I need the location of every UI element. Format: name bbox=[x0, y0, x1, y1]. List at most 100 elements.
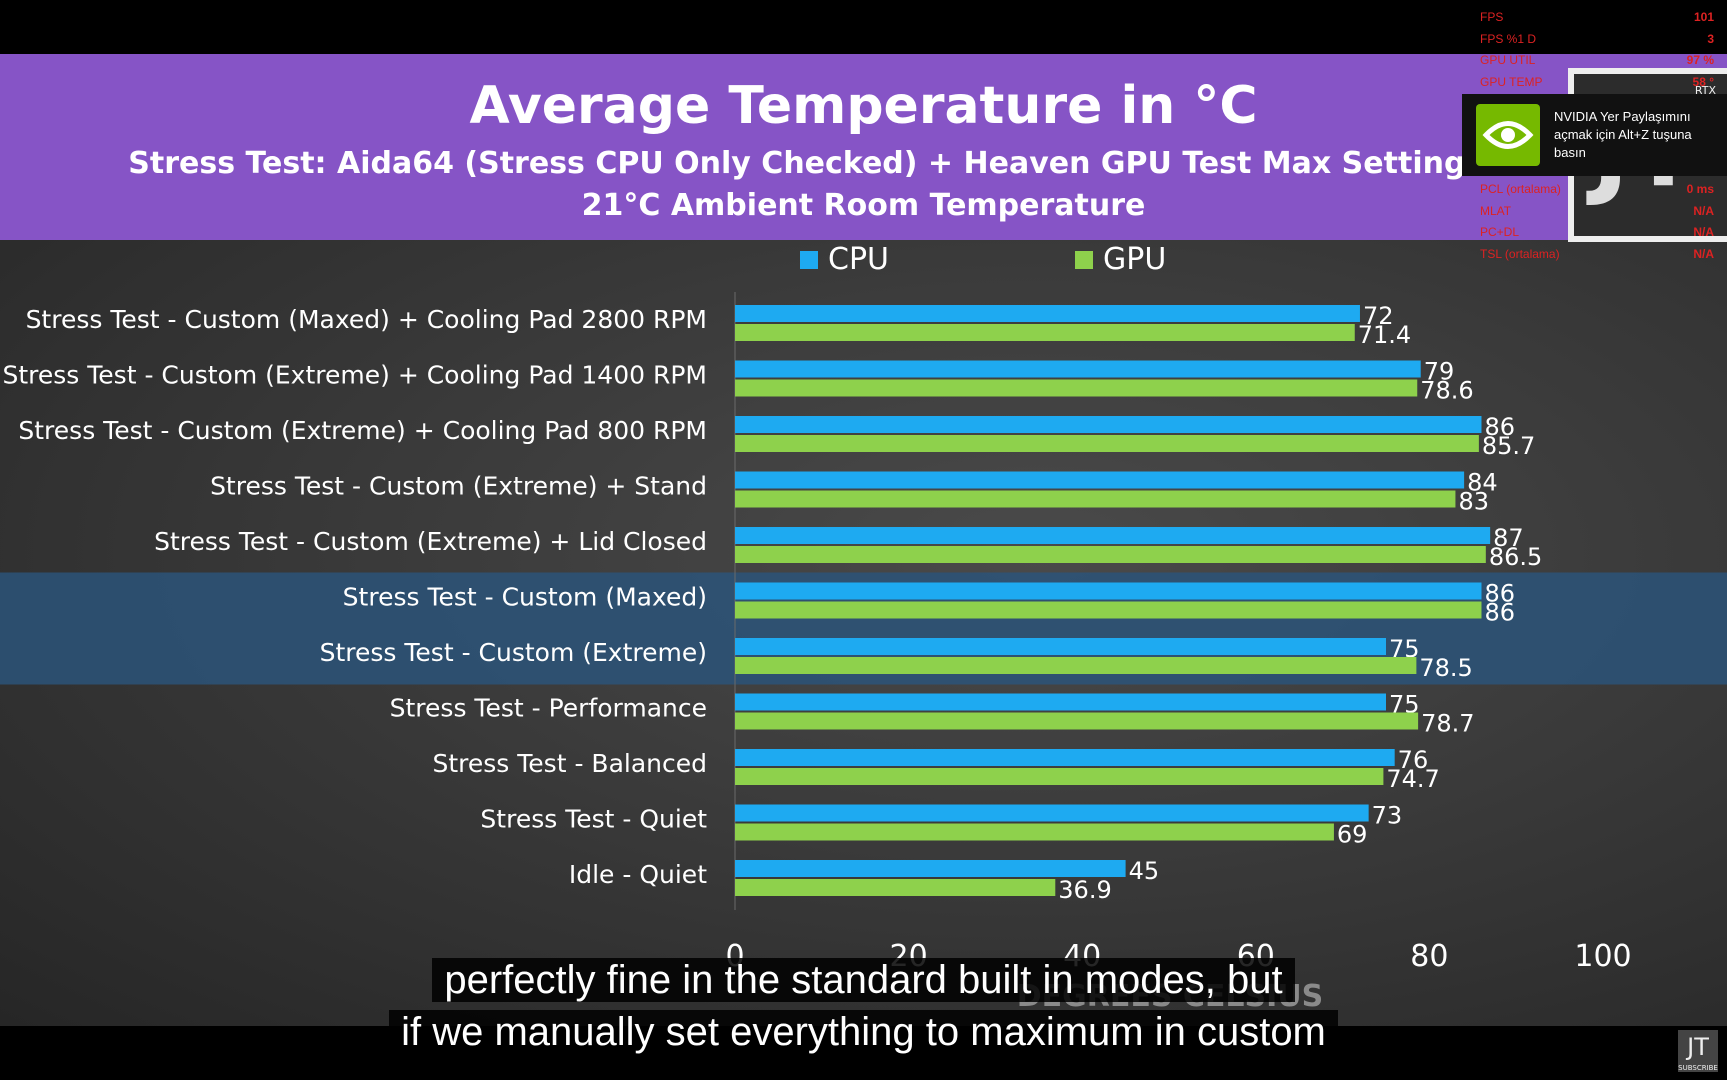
category-label: Stress Test - Custom (Extreme) bbox=[320, 638, 707, 667]
data-label-gpu: 83 bbox=[1458, 488, 1489, 516]
bar-cpu bbox=[735, 860, 1126, 877]
overlay-stat-value: N/A bbox=[1693, 225, 1714, 239]
overlay-stat-value: 0 ms bbox=[1686, 182, 1714, 196]
overlay-stat-row: FPS %1 D 3 bbox=[1478, 32, 1718, 54]
bar-gpu bbox=[735, 768, 1384, 785]
overlay-stat-value: 58 ° bbox=[1692, 74, 1714, 89]
data-label-gpu: 69 bbox=[1337, 821, 1368, 849]
nvidia-icon bbox=[1476, 104, 1540, 166]
overlay-stat-label: FPS %1 D bbox=[1480, 31, 1537, 46]
overlay-stat-row: GPU UTIL 97 % bbox=[1478, 53, 1718, 75]
overlay-stat-row: PCL (ortalama) 0 ms bbox=[1478, 182, 1718, 204]
bar-chart: CPU GPU Stress Test - Custom (Maxed) + Coo… bbox=[0, 242, 1727, 1014]
bar-gpu bbox=[735, 379, 1418, 397]
legend-swatch-gpu bbox=[1075, 251, 1093, 269]
data-label-gpu: 86 bbox=[1484, 599, 1515, 627]
nvidia-overlay-toast[interactable]: NVIDIA Yer Paylaşımını açmak için Alt+Z … bbox=[1462, 94, 1727, 176]
data-label-gpu: 74.7 bbox=[1386, 765, 1439, 793]
data-label-gpu: 36.9 bbox=[1058, 876, 1111, 904]
data-label-gpu: 86.5 bbox=[1489, 543, 1542, 571]
data-label-cpu: 76 bbox=[1398, 746, 1429, 774]
caption-text-1: perfectly fine in the standard built in … bbox=[432, 958, 1295, 1002]
category-label: Stress Test - Performance bbox=[390, 694, 707, 723]
overlay-stat-value: 97 % bbox=[1686, 53, 1714, 67]
bar-gpu bbox=[735, 823, 1334, 841]
overlay-stat-label: FPS bbox=[1480, 10, 1504, 24]
caption-line-1: perfectly fine in the standard built in … bbox=[0, 958, 1727, 1003]
bar-cpu bbox=[735, 749, 1395, 766]
caption-text-2: if we manually set everything to maximum… bbox=[389, 1010, 1338, 1054]
category-label: Stress Test - Quiet bbox=[480, 805, 707, 834]
bar-gpu bbox=[735, 712, 1419, 730]
overlay-stat-value: 101 bbox=[1693, 10, 1714, 24]
chart-subtitle-ambient: 21°C Ambient Room Temperature bbox=[581, 188, 1146, 223]
top-letterbox bbox=[0, 0, 1727, 54]
data-label-cpu: 45 bbox=[1129, 857, 1160, 885]
bar-gpu bbox=[735, 324, 1355, 341]
overlay-stat-label: PC+DL bbox=[1480, 225, 1520, 239]
bar-gpu bbox=[735, 601, 1482, 619]
channel-watermark[interactable]: JT SUBSCRIBE bbox=[1678, 1030, 1718, 1072]
data-label-gpu: 78.7 bbox=[1421, 710, 1474, 738]
performance-overlay: FPS 101 FPS %1 D 3 GPU UTIL 97 % GPU TEMP 58 ° P… bbox=[1478, 10, 1718, 268]
bar-gpu bbox=[735, 490, 1456, 508]
nvidia-toast-text: NVIDIA Yer Paylaşımını açmak için Alt+Z … bbox=[1554, 109, 1692, 160]
chart-subtitle: Stress Test: Aida64 (Stress CPU Only Che… bbox=[128, 146, 1599, 181]
data-label-gpu: 85.7 bbox=[1482, 432, 1535, 460]
overlay-stat-value: 3 bbox=[1707, 31, 1714, 46]
bar-cpu bbox=[735, 360, 1421, 378]
category-label: Stress Test - Balanced bbox=[433, 749, 708, 778]
category-label: Stress Test - Custom (Extreme) + Cooling… bbox=[2, 361, 707, 390]
bar-cpu bbox=[735, 638, 1386, 655]
data-label-cpu: 86 bbox=[1484, 413, 1515, 441]
bar-gpu bbox=[735, 879, 1056, 896]
data-label-cpu: 79 bbox=[1424, 358, 1455, 386]
category-label: Stress Test - Custom (Maxed) bbox=[343, 583, 707, 612]
category-label: Stress Test - Custom (Extreme) + Lid Clo… bbox=[154, 527, 707, 556]
category-label: Stress Test - Custom (Extreme) + Stand bbox=[210, 472, 707, 501]
overlay-stat-value: N/A bbox=[1693, 246, 1714, 261]
bar-cpu bbox=[735, 527, 1491, 544]
overlay-stat-row: FPS 101 bbox=[1478, 10, 1718, 32]
bar-cpu bbox=[735, 693, 1386, 711]
legend-label-gpu: GPU bbox=[1103, 242, 1166, 277]
overlay-stat-row: GPU TEMP 58 ° bbox=[1478, 75, 1718, 97]
caption-line-2: if we manually set everything to maximum… bbox=[0, 1010, 1727, 1055]
overlay-stat-row: MLAT N/A bbox=[1478, 204, 1718, 226]
data-label-cpu: 86 bbox=[1484, 580, 1515, 608]
data-label-cpu: 84 bbox=[1467, 469, 1498, 497]
data-label-gpu: 78.5 bbox=[1419, 654, 1472, 682]
bar-gpu bbox=[735, 435, 1479, 452]
overlay-stat-row: TSL (ortalama) N/A bbox=[1478, 247, 1718, 269]
bar-gpu bbox=[735, 657, 1417, 674]
chart-area: CPU GPU Stress Test - Custom (Maxed) + Coo… bbox=[0, 240, 1727, 1026]
overlay-stat-label: PCL (ortalama) bbox=[1480, 182, 1561, 196]
title-banner: Average Temperature in °C Stress Test: A… bbox=[0, 54, 1727, 240]
overlay-stat-label: GPU UTIL bbox=[1480, 53, 1536, 67]
bar-cpu bbox=[735, 416, 1482, 433]
bar-cpu bbox=[735, 471, 1465, 489]
category-label: Stress Test - Custom (Maxed) + Cooling P… bbox=[26, 305, 707, 334]
category-label: Stress Test - Custom (Extreme) + Cooling… bbox=[18, 416, 707, 445]
bar-gpu bbox=[735, 546, 1486, 563]
x-tick-label: 100 bbox=[1574, 939, 1631, 974]
data-label-cpu: 73 bbox=[1372, 802, 1403, 830]
category-label: Idle - Quiet bbox=[569, 860, 707, 889]
overlay-stat-label: TSL (ortalama) bbox=[1480, 246, 1560, 261]
data-label-cpu: 72 bbox=[1363, 302, 1394, 330]
bar-cpu bbox=[735, 305, 1360, 322]
data-label-gpu: 78.6 bbox=[1420, 377, 1473, 405]
chart-title: Average Temperature in °C bbox=[469, 76, 1258, 136]
legend-swatch-cpu bbox=[800, 251, 818, 269]
overlay-stat-label: GPU TEMP bbox=[1480, 74, 1543, 89]
subscribe-label: SUBSCRIBE bbox=[1678, 1064, 1718, 1072]
bar-cpu bbox=[735, 804, 1369, 822]
watermark-logo: JT bbox=[1687, 1033, 1709, 1061]
overlay-stat-label: MLAT bbox=[1480, 203, 1512, 218]
overlay-stat-value: N/A bbox=[1693, 203, 1714, 218]
rtx-label: RTX bbox=[1694, 84, 1716, 97]
data-label-cpu: 87 bbox=[1493, 524, 1524, 552]
overlay-stat-row: PC+DL N/A bbox=[1478, 225, 1718, 247]
data-label-gpu: 71.4 bbox=[1358, 321, 1411, 349]
